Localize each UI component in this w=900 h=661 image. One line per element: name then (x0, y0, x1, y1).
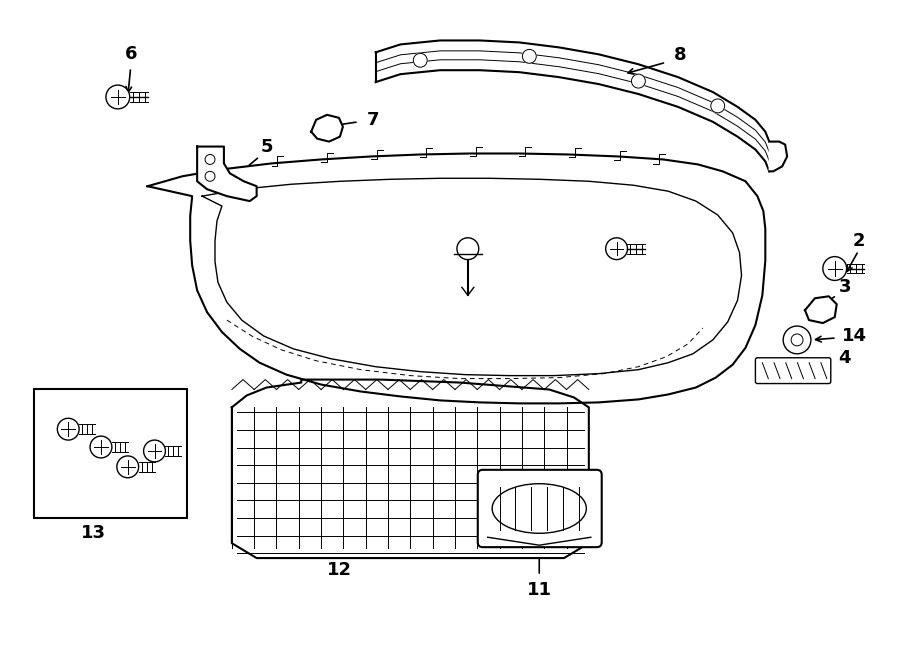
Circle shape (106, 85, 130, 109)
Circle shape (205, 155, 215, 165)
Text: 10: 10 (455, 214, 481, 232)
Text: 13: 13 (80, 524, 105, 542)
Text: 3: 3 (839, 278, 850, 296)
Text: 7: 7 (366, 111, 379, 129)
Circle shape (711, 99, 724, 113)
Circle shape (117, 456, 139, 478)
Ellipse shape (492, 484, 586, 533)
Circle shape (413, 54, 428, 67)
Circle shape (606, 238, 627, 260)
Polygon shape (805, 296, 837, 323)
FancyBboxPatch shape (755, 358, 831, 383)
Polygon shape (375, 40, 770, 171)
Text: 4: 4 (839, 349, 850, 367)
Circle shape (90, 436, 112, 458)
Circle shape (632, 74, 645, 88)
Circle shape (522, 50, 536, 63)
Text: 9: 9 (664, 226, 677, 244)
Polygon shape (197, 147, 256, 201)
Polygon shape (311, 115, 343, 141)
FancyBboxPatch shape (33, 389, 187, 518)
Text: 5: 5 (260, 137, 273, 155)
Circle shape (457, 238, 479, 260)
Circle shape (791, 334, 803, 346)
Text: 12: 12 (327, 561, 351, 579)
Circle shape (783, 326, 811, 354)
Text: 1: 1 (394, 351, 407, 369)
Circle shape (58, 418, 79, 440)
Text: 8: 8 (674, 46, 687, 64)
Polygon shape (232, 379, 589, 558)
Polygon shape (148, 153, 765, 403)
Text: 2: 2 (852, 232, 865, 250)
Circle shape (823, 256, 847, 280)
Text: 11: 11 (526, 581, 552, 599)
Circle shape (205, 171, 215, 181)
FancyBboxPatch shape (478, 470, 602, 547)
Polygon shape (770, 141, 788, 171)
Text: 14: 14 (842, 327, 867, 345)
Circle shape (144, 440, 166, 462)
Text: 6: 6 (124, 46, 137, 63)
